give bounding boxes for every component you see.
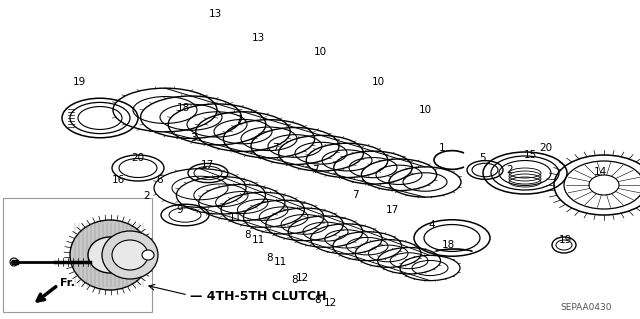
Text: 7: 7	[235, 115, 241, 125]
Text: 8: 8	[315, 295, 321, 305]
Text: 12: 12	[323, 298, 337, 308]
Ellipse shape	[102, 231, 158, 279]
Text: 19: 19	[558, 235, 572, 245]
Text: 1: 1	[438, 143, 445, 153]
Text: SEPAA0430: SEPAA0430	[560, 303, 611, 312]
Text: 2: 2	[507, 165, 513, 175]
Text: 13: 13	[252, 33, 264, 43]
Text: 14: 14	[593, 167, 607, 177]
Text: 20: 20	[540, 143, 552, 153]
Text: 7: 7	[352, 190, 358, 200]
Text: 18: 18	[442, 240, 454, 250]
Text: 7: 7	[272, 143, 278, 153]
Text: 20: 20	[131, 153, 145, 163]
Text: 6: 6	[157, 175, 163, 185]
Text: 10: 10	[314, 47, 326, 57]
Ellipse shape	[70, 220, 150, 290]
Text: 11: 11	[228, 213, 242, 223]
Text: 16: 16	[111, 175, 125, 185]
Text: 7: 7	[312, 165, 318, 175]
Text: 11: 11	[273, 257, 287, 267]
Text: Fr.: Fr.	[60, 278, 75, 288]
Text: 15: 15	[524, 150, 536, 160]
Text: 8: 8	[267, 253, 273, 263]
Text: 18: 18	[177, 103, 189, 113]
Text: 5: 5	[479, 153, 485, 163]
Text: 13: 13	[209, 9, 221, 19]
Text: 4: 4	[429, 220, 435, 230]
Ellipse shape	[112, 240, 148, 270]
Text: 17: 17	[385, 205, 399, 215]
Text: 17: 17	[200, 160, 214, 170]
Text: 10: 10	[371, 77, 385, 87]
Ellipse shape	[88, 237, 132, 273]
Text: 12: 12	[296, 273, 308, 283]
Text: 8: 8	[292, 275, 298, 285]
Text: 9: 9	[177, 205, 183, 215]
FancyBboxPatch shape	[3, 198, 152, 312]
Text: — 4TH-5TH CLUTCH: — 4TH-5TH CLUTCH	[190, 290, 326, 302]
Text: 10: 10	[419, 105, 431, 115]
Ellipse shape	[142, 250, 154, 260]
Text: 2: 2	[144, 191, 150, 201]
Text: 8: 8	[244, 230, 252, 240]
Text: 11: 11	[252, 235, 264, 245]
Text: 19: 19	[72, 77, 86, 87]
Text: 3: 3	[189, 133, 196, 143]
